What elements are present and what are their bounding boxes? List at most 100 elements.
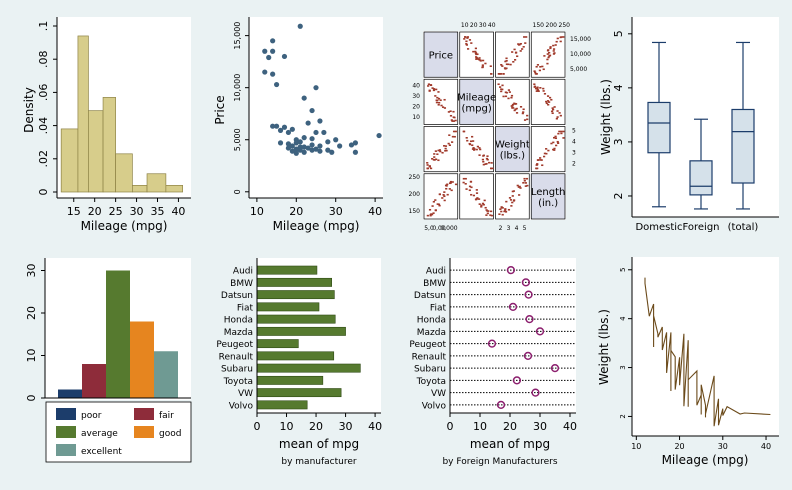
matrix-point [437,203,441,206]
matrix-point [465,188,468,190]
matrix-point [436,153,439,156]
matrix-point [478,154,481,156]
matrix-point [454,119,457,122]
histogram-y-tick-label: .02 [37,150,50,168]
matrix-point [448,182,452,185]
matrix-point [464,183,467,185]
matrix-point [499,208,502,210]
boxplot-y-tick-label: 4 [612,84,625,91]
matrix-point [437,103,440,106]
boxplot-box [689,160,713,196]
matrix-point [518,43,521,46]
matrix-left-tick-label: 200 [409,191,421,198]
matrix-point [539,159,542,161]
matrix-point [514,103,518,105]
matrix-top-tick-label: 150 [533,22,545,29]
matrix-point [541,65,544,68]
matrix-point [501,213,504,216]
matrix-point [501,84,504,87]
matrix-point [552,50,555,52]
matrix-point [510,205,513,207]
matrix-point [475,53,478,56]
matrix-point [428,208,432,211]
matrix-bottom-tick-label: 5 [523,225,527,232]
matrix-point [511,105,514,107]
mpg-dot-BMW [521,278,531,287]
mpg-dot-category-label: Peugeot [409,340,446,350]
matrix-point [436,96,439,99]
matrix-point [431,158,434,160]
matrix-point [507,89,511,91]
matrix-cell [423,78,459,125]
matrix-point [462,177,465,180]
matrix-point [453,135,456,138]
matrix-point [443,199,446,202]
matrix-point [505,57,508,60]
mpg-bar-Audi [256,265,318,275]
matrix-point [448,188,451,190]
matrix-point [533,83,536,86]
histogram-bar-7 [146,173,167,193]
matrix-point [507,63,510,66]
scatter-point [270,71,276,77]
matrix-point [517,186,520,188]
matrix-variable-label: Weight [495,140,530,151]
mpg-bar-VW [256,388,342,398]
matrix-point [547,103,550,106]
matrix-point [452,110,455,113]
scatter-point [376,132,382,139]
matrix-left-tick-label: 30 [412,93,420,100]
line-y-tick-label: 4 [619,316,627,321]
mpg-bar-x-tick-label: 20 [309,420,323,433]
matrix-point [449,180,453,183]
matrix-top-tick-label: 250 [559,22,571,29]
matrix-point [490,167,493,170]
matrix-point [547,56,550,59]
histogram-x-tick-label: 20 [88,205,102,218]
matrix-point [470,42,473,44]
matrix-point [431,87,434,89]
matrix-point [553,149,556,151]
matrix-diagonal-cell [459,78,494,125]
matrix-bottom-tick-label: 2 [499,225,503,232]
matrix-point [558,130,561,133]
matrix-point [466,37,469,39]
scatter-point [277,127,284,133]
line-x-tick-label: 30 [718,442,728,451]
matrix-point [471,148,475,150]
matrix-point [480,205,483,208]
mpg-dot-category-label: Volvo [422,401,447,411]
mpg-bar-Renault [256,351,335,361]
matrix-point [500,64,503,66]
rating-y-tick-label: 20 [25,306,38,320]
matrix-point [474,47,478,50]
scatter-point [317,118,323,124]
matrix-variable-label: (lbs.) [500,151,525,162]
matrix-point [514,108,517,111]
matrix-point [539,87,542,89]
matrix-point [463,38,466,40]
matrix-point [482,163,485,166]
scatter-point [297,23,303,29]
scatter-y-tick-label: 5,000 [233,128,242,151]
matrix-point [505,200,508,203]
matrix-point [438,193,441,195]
matrix-point [550,110,554,113]
matrix-point [498,73,501,75]
mpg-bar-Mazda [256,326,346,336]
matrix-point [537,90,540,92]
histogram-y-label: Density [22,87,36,133]
scatter-point [293,146,299,152]
mpg-dot-category-label: Subaru [414,365,446,375]
boxplot-category-label: Domestic [635,222,682,233]
matrix-point [435,99,438,102]
matrix-cell [459,173,494,220]
matrix-point [485,214,488,216]
matrix-point [547,49,550,51]
matrix-point [444,150,447,152]
mpg-dot-Subaru [550,363,560,373]
matrix-point [432,200,435,203]
matrix-point [438,204,441,207]
matrix-point [489,214,492,216]
